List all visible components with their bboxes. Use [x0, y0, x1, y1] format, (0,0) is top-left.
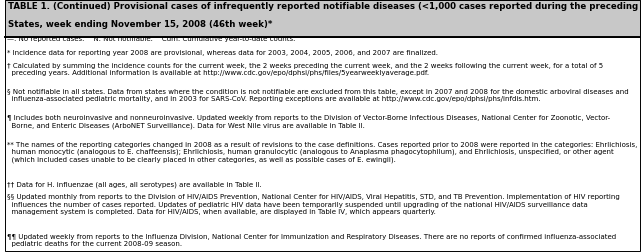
- Text: States, week ending November 15, 2008 (46th week)*: States, week ending November 15, 2008 (4…: [8, 20, 272, 29]
- Text: * Incidence data for reporting year 2008 are provisional, whereas data for 2003,: * Incidence data for reporting year 2008…: [7, 49, 438, 55]
- Text: ** The names of the reporting categories changed in 2008 as a result of revision: ** The names of the reporting categories…: [7, 141, 637, 163]
- Text: § Not notifiable in all states. Data from states where the condition is not noti: § Not notifiable in all states. Data fro…: [7, 89, 629, 102]
- FancyBboxPatch shape: [5, 1, 640, 38]
- Text: —: No reported cases.    N: Not notifiable.    Cum: Cumulative year-to-date coun: —: No reported cases. N: Not notifiable.…: [7, 36, 296, 42]
- Text: ¶¶ Updated weekly from reports to the Influenza Division, National Center for Im: ¶¶ Updated weekly from reports to the In…: [7, 233, 616, 246]
- Text: ¶ Includes both neuroinvasive and nonneuroinvasive. Updated weekly from reports : ¶ Includes both neuroinvasive and nonneu…: [7, 115, 610, 129]
- Text: †† Data for H. influenzae (all ages, all serotypes) are available in Table II.: †† Data for H. influenzae (all ages, all…: [7, 180, 262, 187]
- Text: † Calculated by summing the incidence counts for the current week, the 2 weeks p: † Calculated by summing the incidence co…: [7, 62, 603, 76]
- Text: §§ Updated monthly from reports to the Division of HIV/AIDS Prevention, National: §§ Updated monthly from reports to the D…: [7, 194, 620, 214]
- Text: TABLE 1. (Continued) Provisional cases of infrequently reported notifiable disea: TABLE 1. (Continued) Provisional cases o…: [8, 2, 641, 11]
